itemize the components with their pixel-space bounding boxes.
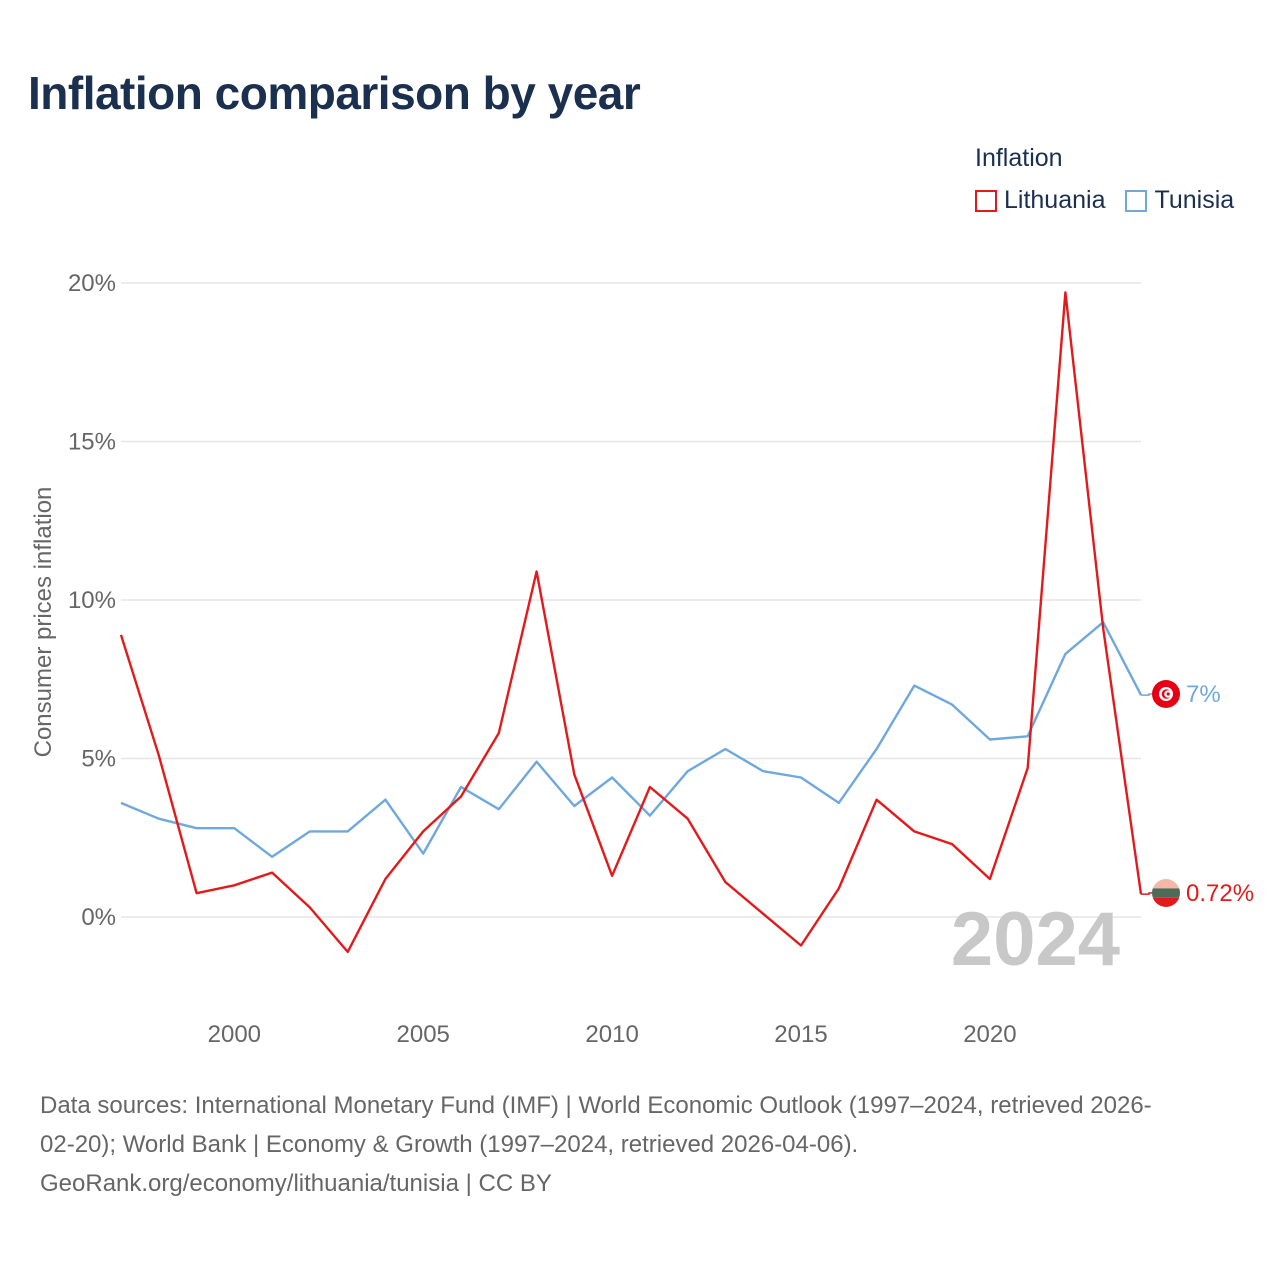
flag-lithuania-bottom	[1152, 897, 1180, 907]
line-chart: 0%5%10%15%20% 2000 2005 2010 2015 2020 2024 …	[30, 270, 1254, 1048]
legend-title: Inflation	[975, 144, 1063, 172]
source-note: Data sources: International Monetary Fun…	[40, 1086, 1250, 1203]
x-tick-label: 2020	[963, 1021, 1016, 1048]
end-connector-tunisia	[1141, 693, 1152, 696]
legend-swatch-tunisia	[1125, 189, 1148, 212]
x-tick-label: 2005	[397, 1021, 450, 1048]
y-tick-label: 20%	[68, 270, 116, 297]
source-line-1: Data sources: International Monetary Fun…	[40, 1092, 1152, 1119]
source-line-3[interactable]: GeoRank.org/economy/lithuania/tunisia | …	[40, 1170, 552, 1197]
legend-swatch-lithuania	[975, 189, 997, 212]
legend-label-lithuania: Lithuania	[1004, 186, 1106, 214]
y-tick-label: 5%	[81, 746, 116, 773]
flag-tunisia-star	[1166, 692, 1170, 696]
x-tick-label: 2010	[585, 1021, 638, 1048]
year-watermark: 2024	[951, 897, 1120, 982]
y-tick-label: 15%	[68, 429, 116, 456]
flag-icon-lithuania	[1152, 879, 1180, 907]
legend: Lithuania Tunisia	[975, 186, 1254, 215]
y-tick-label: 10%	[68, 587, 116, 614]
x-tick-label: 2000	[208, 1021, 261, 1048]
legend-label-tunisia: Tunisia	[1154, 186, 1235, 214]
chart-title: Inflation comparison by year	[28, 67, 641, 119]
end-connector-lithuania	[1141, 892, 1152, 895]
y-axis-label: Consumer prices inflation	[30, 487, 57, 758]
flag-icon-tunisia	[1152, 680, 1180, 708]
flag-lithuania-top	[1152, 879, 1180, 889]
series-line-lithuania[interactable]	[119, 291, 1143, 954]
x-tick-label: 2015	[774, 1021, 827, 1048]
flag-lithuania-middle	[1152, 888, 1180, 898]
end-label-tunisia: 7%	[1186, 681, 1221, 708]
series-line-tunisia[interactable]	[120, 621, 1143, 858]
end-label-lithuania: 0.72%	[1186, 880, 1254, 907]
legend-item-lithuania[interactable]: Lithuania	[975, 186, 1105, 215]
y-tick-label: 0%	[81, 904, 116, 931]
legend-item-tunisia[interactable]: Tunisia	[1125, 186, 1234, 215]
source-line-2: 02-20); World Bank | Economy & Growth (1…	[40, 1131, 859, 1158]
